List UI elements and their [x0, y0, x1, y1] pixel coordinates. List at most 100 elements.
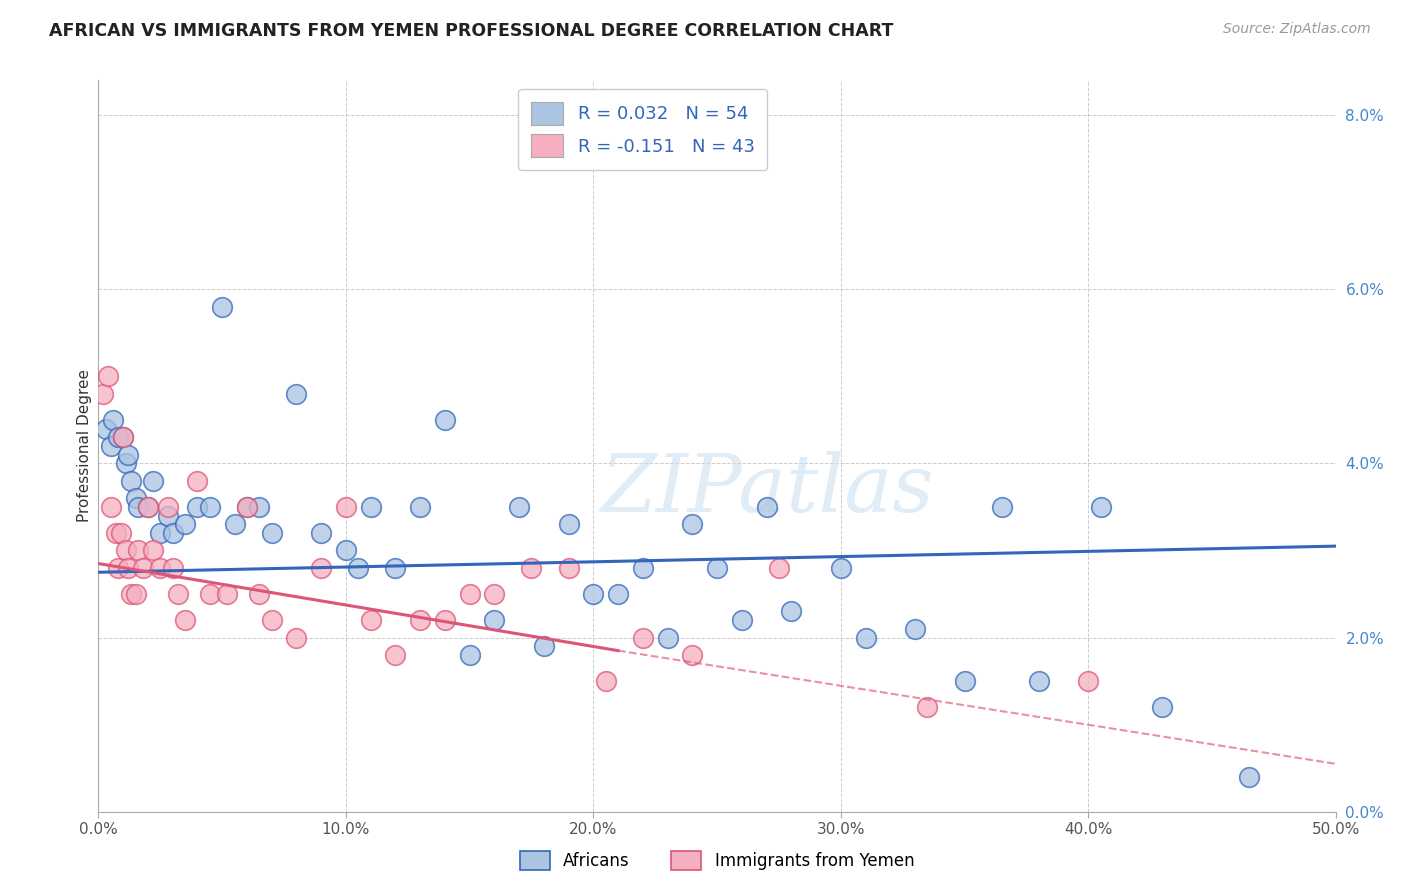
Africans	[162, 526, 184, 541]
Immigrants from Yemen	[114, 543, 136, 558]
Africans	[731, 613, 754, 627]
Africans	[1152, 700, 1174, 714]
Immigrants from Yemen	[236, 500, 259, 514]
Africans	[335, 543, 357, 558]
Immigrants from Yemen	[132, 561, 155, 575]
Immigrants from Yemen	[156, 500, 179, 514]
Immigrants from Yemen	[520, 561, 543, 575]
Immigrants from Yemen	[1077, 674, 1099, 689]
Immigrants from Yemen	[112, 430, 135, 444]
Africans	[1237, 770, 1260, 784]
Africans	[94, 421, 117, 435]
Africans	[107, 430, 129, 444]
Immigrants from Yemen	[162, 561, 184, 575]
Y-axis label: Professional Degree: Professional Degree	[77, 369, 91, 523]
Immigrants from Yemen	[433, 613, 456, 627]
Africans	[607, 587, 630, 601]
Immigrants from Yemen	[917, 700, 939, 714]
Immigrants from Yemen	[136, 500, 159, 514]
Africans	[236, 500, 259, 514]
Immigrants from Yemen	[104, 526, 127, 541]
Africans	[127, 500, 149, 514]
Africans	[755, 500, 778, 514]
Africans	[1090, 500, 1112, 514]
Immigrants from Yemen	[93, 386, 115, 401]
Immigrants from Yemen	[285, 631, 308, 645]
Immigrants from Yemen	[97, 369, 120, 384]
Africans	[149, 526, 172, 541]
Africans	[260, 526, 283, 541]
Text: ZIPatlas: ZIPatlas	[600, 451, 934, 529]
Africans	[1028, 674, 1050, 689]
Immigrants from Yemen	[124, 587, 146, 601]
Immigrants from Yemen	[458, 587, 481, 601]
Africans	[247, 500, 270, 514]
Africans	[631, 561, 654, 575]
Africans	[224, 517, 246, 532]
Immigrants from Yemen	[217, 587, 239, 601]
Immigrants from Yemen	[595, 674, 617, 689]
Immigrants from Yemen	[149, 561, 172, 575]
Africans	[309, 526, 332, 541]
Africans	[186, 500, 208, 514]
Africans	[433, 413, 456, 427]
Immigrants from Yemen	[335, 500, 357, 514]
Africans	[103, 413, 125, 427]
Legend: Africans, Immigrants from Yemen: Africans, Immigrants from Yemen	[513, 844, 921, 877]
Africans	[136, 500, 159, 514]
Africans	[211, 300, 233, 314]
Africans	[120, 474, 142, 488]
Africans	[112, 430, 135, 444]
Africans	[100, 439, 122, 453]
Immigrants from Yemen	[260, 613, 283, 627]
Africans	[285, 386, 308, 401]
Immigrants from Yemen	[142, 543, 165, 558]
Africans	[582, 587, 605, 601]
Africans	[384, 561, 406, 575]
Africans	[458, 648, 481, 662]
Immigrants from Yemen	[309, 561, 332, 575]
Africans	[681, 517, 703, 532]
Africans	[409, 500, 432, 514]
Immigrants from Yemen	[631, 631, 654, 645]
Africans	[174, 517, 197, 532]
Africans	[484, 613, 506, 627]
Immigrants from Yemen	[409, 613, 432, 627]
Africans	[347, 561, 370, 575]
Africans	[198, 500, 221, 514]
Immigrants from Yemen	[166, 587, 188, 601]
Immigrants from Yemen	[186, 474, 208, 488]
Africans	[855, 631, 877, 645]
Africans	[142, 474, 165, 488]
Text: Source: ZipAtlas.com: Source: ZipAtlas.com	[1223, 22, 1371, 37]
Immigrants from Yemen	[117, 561, 139, 575]
Africans	[990, 500, 1012, 514]
Immigrants from Yemen	[681, 648, 703, 662]
Immigrants from Yemen	[484, 587, 506, 601]
Immigrants from Yemen	[110, 526, 132, 541]
Immigrants from Yemen	[360, 613, 382, 627]
Africans	[156, 508, 179, 523]
Africans	[114, 457, 136, 471]
Immigrants from Yemen	[120, 587, 142, 601]
Immigrants from Yemen	[247, 587, 270, 601]
Africans	[830, 561, 852, 575]
Africans	[904, 622, 927, 636]
Africans	[533, 640, 555, 654]
Immigrants from Yemen	[768, 561, 790, 575]
Immigrants from Yemen	[174, 613, 197, 627]
Immigrants from Yemen	[100, 500, 122, 514]
Africans	[360, 500, 382, 514]
Immigrants from Yemen	[107, 561, 129, 575]
Immigrants from Yemen	[127, 543, 149, 558]
Africans	[117, 448, 139, 462]
Africans	[706, 561, 728, 575]
Africans	[953, 674, 976, 689]
Africans	[124, 491, 146, 506]
Africans	[557, 517, 579, 532]
Africans	[780, 604, 803, 618]
Immigrants from Yemen	[198, 587, 221, 601]
Africans	[657, 631, 679, 645]
Africans	[508, 500, 530, 514]
Immigrants from Yemen	[384, 648, 406, 662]
